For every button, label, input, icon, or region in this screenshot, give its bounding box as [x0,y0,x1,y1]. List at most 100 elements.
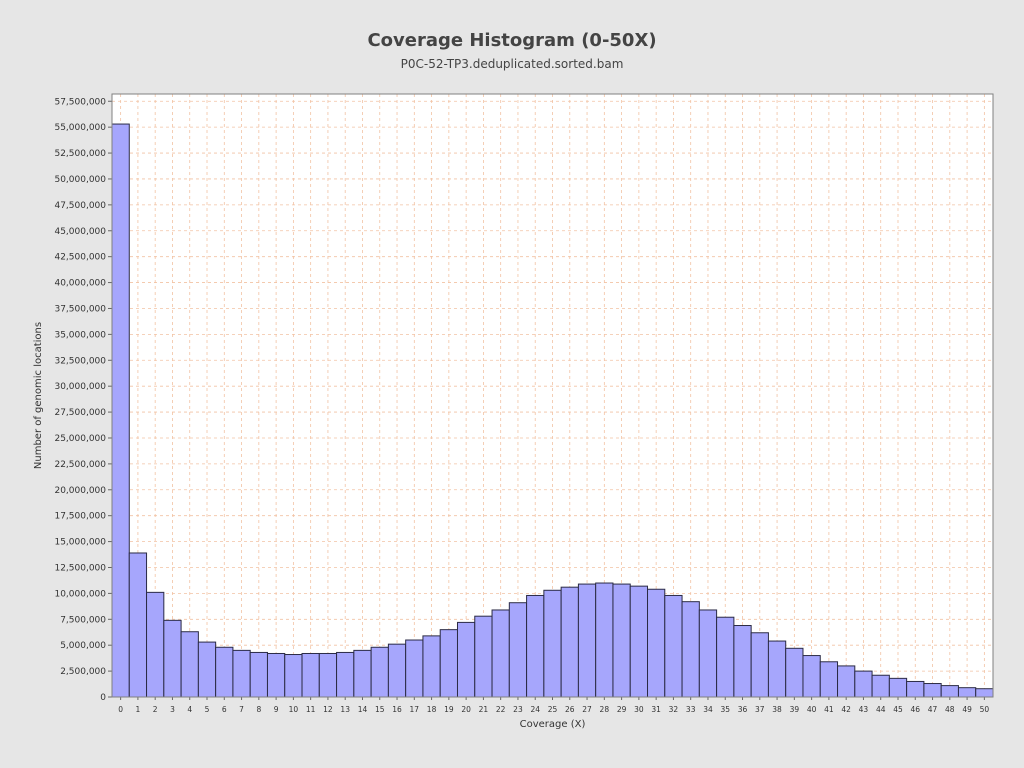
bar-22 [491,609,510,698]
y-tick-label-19: 47,500,000 [54,201,106,211]
bar-44 [871,674,890,698]
y-tick-label-9: 22,500,000 [54,460,106,470]
bar-12 [318,652,338,698]
bar-25 [543,589,562,698]
bar-11 [301,652,320,698]
x-tick-label-16: 16 [392,705,402,714]
x-tick-label-8: 8 [256,705,261,714]
y-tick-label-1: 2,500,000 [60,667,106,677]
x-tick-label-49: 49 [962,705,972,714]
y-tick-label-21: 52,500,000 [54,149,106,159]
bar-13 [336,651,355,698]
x-tick-label-24: 24 [530,705,540,714]
bar-3 [163,619,182,698]
x-tick-label-42: 42 [841,705,851,714]
x-tick-label-47: 47 [928,705,938,714]
y-tick-label-10: 25,000,000 [54,434,106,444]
x-tick-label-36: 36 [738,705,748,714]
bar-6 [215,646,234,698]
x-axis-label: Coverage (X) [520,719,586,730]
bar-7 [232,649,251,698]
y-tick-label-6: 15,000,000 [54,538,106,548]
bar-48 [940,685,959,698]
y-tick-label-17: 42,500,000 [54,253,106,263]
x-tick-label-38: 38 [772,705,782,714]
bar-50 [975,688,994,698]
x-tick-label-6: 6 [222,705,227,714]
bar-18 [422,635,441,698]
x-tick-label-44: 44 [876,705,886,714]
bars [111,123,994,698]
y-axis-ticks: 0 2,500,000 5,000,000 7,500,000 10,000,000 12… [54,97,112,703]
x-tick-label-11: 11 [306,705,316,714]
x-tick-label-27: 27 [582,705,592,714]
bar-49 [957,687,977,698]
y-tick-label-8: 20,000,000 [54,486,106,496]
bar-38 [767,640,787,698]
bar-1 [128,552,148,698]
x-tick-label-17: 17 [410,705,420,714]
x-tick-label-34: 34 [703,705,713,714]
bar-43 [854,670,873,698]
x-tick-label-23: 23 [513,705,523,714]
x-tick-label-4: 4 [187,705,192,714]
x-tick-label-35: 35 [720,705,730,714]
y-axis-label: Number of genomic locations [33,322,44,469]
bar-9 [266,652,286,698]
x-tick-label-1: 1 [136,705,141,714]
bar-32 [664,594,683,698]
bar-31 [647,588,666,698]
x-tick-label-15: 15 [375,705,385,714]
x-tick-label-50: 50 [980,705,990,714]
y-tick-label-16: 40,000,000 [54,279,106,289]
bar-16 [387,643,407,698]
bar-33 [681,601,700,698]
bar-8 [249,651,268,698]
bar-14 [353,649,372,698]
y-tick-label-11: 27,500,000 [54,408,106,418]
y-tick-label-5: 12,500,000 [54,563,106,573]
chart-title: Coverage Histogram (0-50X) [367,30,657,51]
x-tick-label-12: 12 [323,705,333,714]
x-tick-label-2: 2 [153,705,158,714]
bar-35 [716,616,735,698]
x-tick-label-3: 3 [170,705,175,714]
x-tick-label-22: 22 [496,705,506,714]
x-tick-label-39: 39 [790,705,800,714]
bar-40 [802,655,821,698]
bar-41 [819,661,839,698]
x-axis-ticks: 0 1 2 3 4 5 6 7 8 9 10 11 12 13 14 15 16 17 18 19 20 21 22 23 24… [118,697,989,714]
x-tick-label-20: 20 [461,705,471,714]
x-tick-label-29: 29 [617,705,627,714]
bar-29 [612,583,631,698]
y-tick-label-4: 10,000,000 [54,589,106,599]
x-tick-label-33: 33 [686,705,696,714]
x-tick-label-7: 7 [239,705,244,714]
x-tick-label-43: 43 [859,705,869,714]
x-tick-label-26: 26 [565,705,575,714]
x-tick-label-25: 25 [548,705,558,714]
bar-34 [698,609,718,698]
x-tick-label-9: 9 [274,705,279,714]
bar-36 [733,625,752,698]
bar-47 [923,683,942,698]
bar-2 [146,591,165,698]
bar-5 [197,641,217,698]
bar-30 [629,585,649,698]
plot-frame [111,93,994,698]
y-tick-label-13: 32,500,000 [54,356,106,366]
bar-26 [560,586,579,698]
y-tick-label-0: 0 [100,693,106,703]
x-tick-label-0: 0 [118,705,123,714]
bar-10 [284,654,303,698]
y-tick-label-18: 45,000,000 [54,227,106,237]
chart-subtitle: P0C-52-TP3.deduplicated.sorted.bam [400,57,624,71]
bar-4 [180,631,199,698]
x-tick-label-28: 28 [600,705,610,714]
x-tick-label-41: 41 [824,705,834,714]
bar-45 [888,677,908,698]
x-tick-label-30: 30 [634,705,644,714]
bar-17 [405,639,424,698]
